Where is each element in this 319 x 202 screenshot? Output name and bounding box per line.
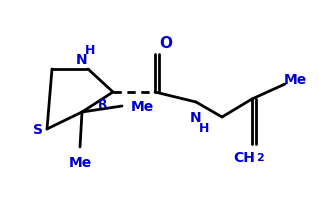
Text: Me: Me [283,73,307,87]
Text: N: N [76,53,88,67]
Text: S: S [33,122,43,136]
Text: H: H [199,121,209,134]
Text: Me: Me [130,100,154,114]
Text: 2: 2 [256,152,264,162]
Text: N: N [190,110,202,124]
Text: R: R [98,98,108,111]
Text: O: O [160,35,173,50]
Text: CH: CH [233,150,255,164]
Text: Me: Me [68,155,92,169]
Text: H: H [85,44,95,57]
